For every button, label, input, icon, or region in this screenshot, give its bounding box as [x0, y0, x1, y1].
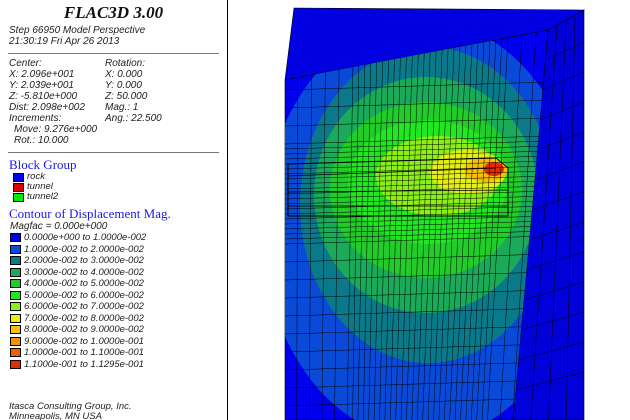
ang-value: Ang.: 22.500 [105, 113, 162, 124]
contour-title: Contour of Displacement Mag. [9, 206, 171, 221]
contour-range-item: 7.0000e-002 to 8.0000e-002 [0, 313, 227, 325]
color-swatch [13, 192, 24, 202]
color-swatch [10, 313, 21, 323]
model-viewport[interactable] [228, 0, 630, 420]
contour-range-item: 5.0000e-002 to 6.0000e-002 [0, 290, 227, 302]
divider [8, 53, 219, 54]
color-swatch [10, 359, 21, 369]
side-mesh-lines [515, 14, 585, 420]
contour-range-label: 3.0000e-002 to 4.0000e-002 [24, 266, 144, 278]
app-title: FLAC3D 3.00 [63, 3, 164, 22]
color-swatch [10, 302, 21, 312]
center-y: Y: 2.039e+001 [9, 80, 74, 91]
contour-range-item: 8.0000e-002 to 9.0000e-002 [0, 324, 227, 336]
contour-range-item: 2.0000e-002 to 3.0000e-002 [0, 255, 227, 267]
contour-range-item: 9.0000e-002 to 1.0000e-001 [0, 336, 227, 348]
color-swatch [10, 325, 21, 335]
company-name: Itasca Consulting Group, Inc. [9, 401, 132, 412]
company-location: Minneapolis, MN USA [9, 411, 102, 420]
contour-range-label: 1.1000e-001 to 1.1295e-001 [24, 358, 144, 370]
contour-range-label: 4.0000e-002 to 5.0000e-002 [24, 278, 144, 290]
dist-value: Dist: 2.098e+002 [9, 102, 85, 113]
mag-value: Mag.: 1 [105, 102, 139, 113]
contour-range-label: 2.0000e-002 to 3.0000e-002 [24, 255, 144, 267]
contour-range-label: 5.0000e-002 to 6.0000e-002 [24, 289, 144, 301]
magfac-value: Magfac = 0.000e+000 [10, 221, 108, 232]
mesh-lines [285, 30, 548, 420]
rotation-z: Z: 50.000 [105, 91, 148, 102]
contour-range-label: 7.0000e-002 to 8.0000e-002 [24, 312, 144, 324]
center-x: X: 2.096e+001 [9, 69, 75, 80]
contour-range-label: 6.0000e-002 to 7.0000e-002 [24, 301, 144, 313]
rotation-y: Y: 0.000 [105, 80, 142, 91]
color-swatch [13, 182, 24, 192]
contour-legend-list: 0.0000e+000 to 1.0000e-002 1.0000e-002 to… [0, 232, 227, 370]
contour-range-label: 1.0000e-002 to 2.0000e-002 [24, 243, 144, 255]
increments-label: Increments: [9, 113, 62, 124]
block-group-title: Block Group [9, 157, 77, 172]
legend-panel: FLAC3D 3.00 Step 66950 Model Perspective… [0, 0, 228, 420]
center-z: Z: -5.810e+000 [9, 91, 78, 102]
block-group-item: tunnel2 [0, 192, 227, 202]
contour-range-label: 8.0000e-002 to 9.0000e-002 [24, 324, 144, 336]
color-swatch [10, 244, 21, 254]
rotation-label: Rotation: [105, 58, 146, 69]
contour-range-item: 0.0000e+000 to 1.0000e-002 [0, 232, 227, 244]
view-info: Center: Rotation: X: 2.096e+001 X: 0.000… [0, 58, 227, 124]
step-line: Step 66950 Model Perspective [9, 25, 146, 36]
model-render [284, 7, 586, 420]
contour-range-label: 1.0000e-001 to 1.1000e-001 [24, 347, 144, 359]
contour-range-item: 4.0000e-002 to 5.0000e-002 [0, 278, 227, 290]
color-swatch [10, 256, 21, 266]
block-group-list: rock tunnel tunnel2 [0, 172, 227, 202]
color-swatch [10, 290, 21, 300]
color-swatch [10, 267, 21, 277]
block-group-item: tunnel [0, 182, 227, 192]
color-swatch [10, 279, 21, 289]
contour-range-item: 6.0000e-002 to 7.0000e-002 [0, 301, 227, 313]
contour-range-item: 1.1000e-001 to 1.1295e-001 [0, 359, 227, 371]
date-line: 21:30:19 Fri Apr 26 2013 [9, 36, 120, 47]
color-swatch [10, 233, 21, 243]
rotation-x: X: 0.000 [105, 69, 143, 80]
contour-range-item: 1.0000e-001 to 1.1000e-001 [0, 347, 227, 359]
block-group-item: rock [0, 172, 227, 182]
block-group-label: tunnel [27, 181, 53, 192]
contour-range-item: 1.0000e-002 to 2.0000e-002 [0, 244, 227, 256]
rot-value: Rot.: 10.000 [14, 135, 69, 146]
block-group-label: rock [27, 171, 45, 182]
center-label: Center: [9, 58, 42, 69]
color-swatch [10, 336, 21, 346]
contour-range-item: 3.0000e-002 to 4.0000e-002 [0, 267, 227, 279]
divider [8, 152, 219, 153]
contour-range-label: 0.0000e+000 to 1.0000e-002 [24, 232, 147, 244]
color-swatch [13, 172, 24, 182]
block-group-label: tunnel2 [27, 191, 59, 202]
move-value: Move: 9.276e+000 [14, 124, 98, 135]
color-swatch [10, 348, 21, 358]
contour-range-label: 9.0000e-002 to 1.0000e-001 [24, 335, 144, 347]
footer: Itasca Consulting Group, Inc. Minneapoli… [9, 402, 132, 420]
tunnel-region [287, 157, 509, 217]
